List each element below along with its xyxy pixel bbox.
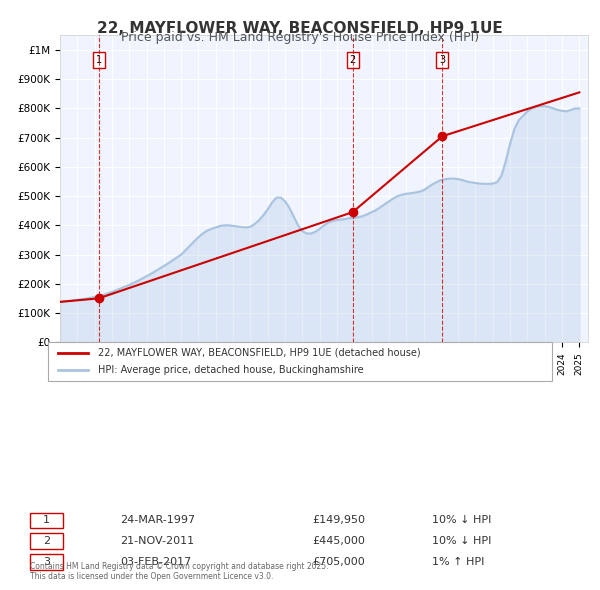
Text: 03-FEB-2017: 03-FEB-2017 (120, 557, 191, 567)
Text: 1: 1 (95, 55, 101, 65)
FancyBboxPatch shape (30, 555, 63, 570)
Text: 24-MAR-1997: 24-MAR-1997 (120, 515, 195, 525)
Text: 22, MAYFLOWER WAY, BEACONSFIELD, HP9 1UE: 22, MAYFLOWER WAY, BEACONSFIELD, HP9 1UE (97, 21, 503, 35)
Text: 1: 1 (43, 515, 50, 525)
Text: 2: 2 (349, 55, 356, 65)
Text: Contains HM Land Registry data © Crown copyright and database right 2025.
This d: Contains HM Land Registry data © Crown c… (30, 562, 329, 581)
Text: 21-NOV-2011: 21-NOV-2011 (120, 536, 194, 546)
Text: £705,000: £705,000 (312, 557, 365, 567)
Text: 3: 3 (439, 55, 445, 65)
Text: 10% ↓ HPI: 10% ↓ HPI (432, 536, 491, 546)
Text: 10% ↓ HPI: 10% ↓ HPI (432, 515, 491, 525)
Text: £149,950: £149,950 (312, 515, 365, 525)
Text: £445,000: £445,000 (312, 536, 365, 546)
Text: 1% ↑ HPI: 1% ↑ HPI (432, 557, 484, 567)
FancyBboxPatch shape (30, 533, 63, 549)
Text: 22, MAYFLOWER WAY, BEACONSFIELD, HP9 1UE (detached house): 22, MAYFLOWER WAY, BEACONSFIELD, HP9 1UE… (98, 348, 421, 358)
Text: 3: 3 (43, 557, 50, 567)
FancyBboxPatch shape (30, 513, 63, 528)
Text: 2: 2 (43, 536, 50, 546)
FancyBboxPatch shape (48, 342, 552, 381)
Text: HPI: Average price, detached house, Buckinghamshire: HPI: Average price, detached house, Buck… (98, 365, 364, 375)
Text: Price paid vs. HM Land Registry's House Price Index (HPI): Price paid vs. HM Land Registry's House … (121, 31, 479, 44)
